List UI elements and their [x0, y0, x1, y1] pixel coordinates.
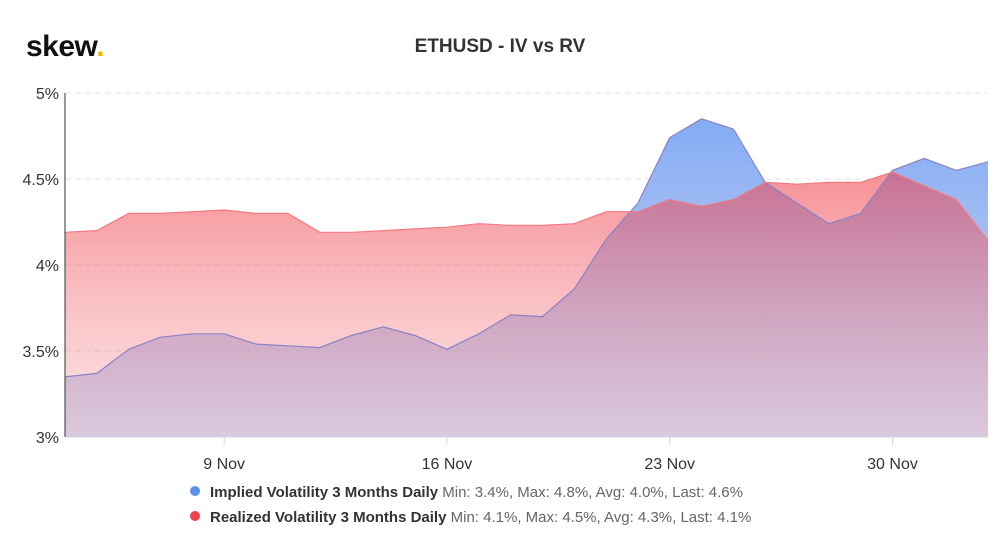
y-tick-label: 4%	[36, 258, 59, 275]
legend-item-implied[interactable]: Implied Volatility 3 Months Daily Min: 3…	[190, 484, 743, 501]
legend-dot-implied	[190, 486, 200, 496]
area-layer	[64, 118, 989, 438]
y-tick-label: 3%	[36, 430, 59, 447]
area-realized-volatility	[65, 172, 988, 437]
line-realized-volatility	[64, 171, 989, 242]
x-tick-label: 30 Nov	[867, 456, 918, 473]
skew-logo: skew.	[26, 30, 105, 63]
x-tick-label: 16 Nov	[422, 456, 473, 473]
legend-item-realized[interactable]: Realized Volatility 3 Months Daily Min: …	[190, 509, 751, 526]
chart-title: ETHUSD - IV vs RV	[414, 36, 586, 57]
y-tick-label: 4.5%	[23, 172, 59, 189]
line-implied-volatility	[64, 118, 989, 378]
axis-layer: 3% 3.5% 4% 4.5% 5% 9 Nov 16 Nov 23 Nov 30 Nov	[23, 86, 988, 473]
legend-dot-realized	[190, 511, 200, 521]
x-tick-label: 9 Nov	[203, 456, 245, 473]
x-tick-label: 23 Nov	[644, 456, 695, 473]
y-tick-label: 5%	[36, 86, 59, 103]
y-tick-label: 3.5%	[23, 344, 59, 361]
